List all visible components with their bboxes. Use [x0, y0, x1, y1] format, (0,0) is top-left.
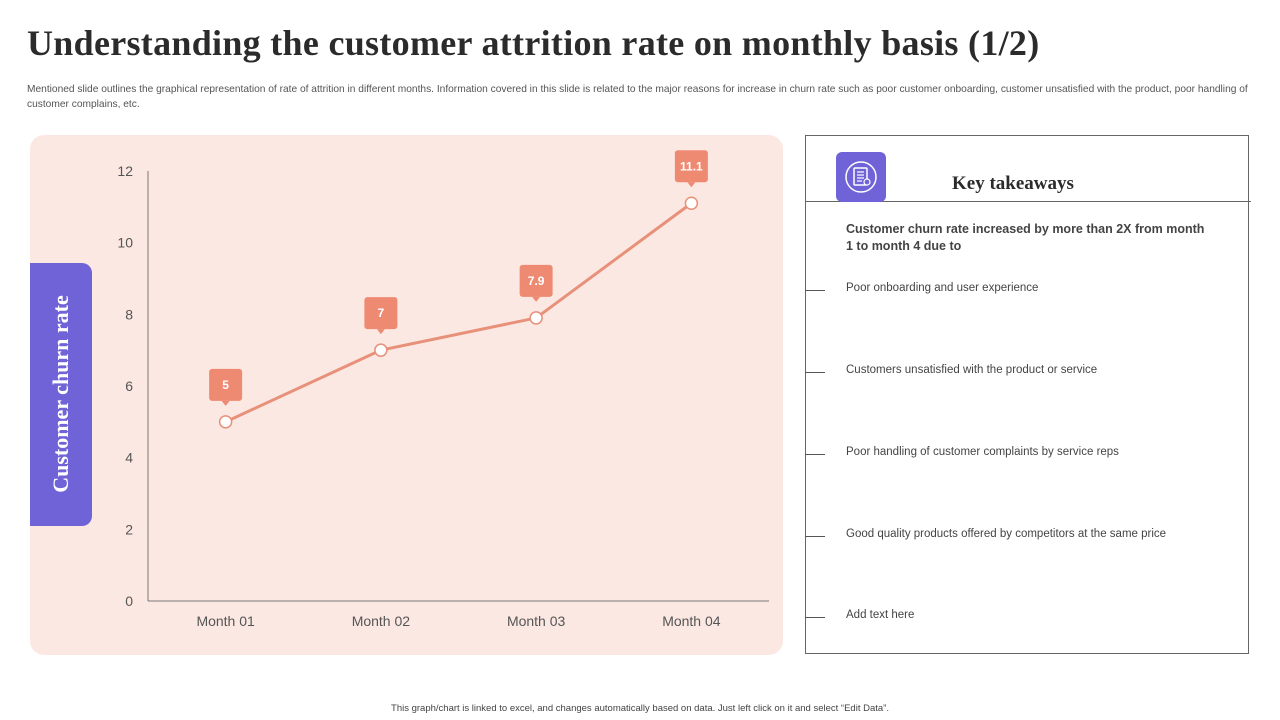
- y-tick-label: 4: [125, 450, 133, 466]
- data-label-callout: [674, 150, 708, 183]
- data-label: 7.9: [528, 274, 545, 288]
- slide-title: Understanding the customer attrition rat…: [27, 23, 1040, 63]
- data-point: [218, 415, 233, 429]
- y-tick-label: 2: [125, 521, 133, 537]
- slide-subtitle: Mentioned slide outlines the graphical r…: [27, 84, 1248, 110]
- data-point: [529, 311, 543, 325]
- data-label: 5: [222, 378, 229, 392]
- takeaways-header-divider: [805, 201, 1251, 202]
- takeaways-title: Key takeaways: [952, 173, 1074, 194]
- placeholder-text[interactable]: Add text here: [846, 609, 915, 621]
- takeaway-text: Customers unsatisfied with the product o…: [846, 364, 1098, 376]
- bullet-dash: [805, 617, 825, 618]
- bullet-dash: [805, 454, 825, 455]
- takeaway-item: Poor onboarding and user experience: [805, 281, 1245, 301]
- takeaway-item[interactable]: Add text here: [805, 608, 1245, 628]
- takeaway-text: Poor onboarding and user experience: [846, 282, 1039, 294]
- data-label-callout: [364, 297, 398, 330]
- y-axis-label-tab: [30, 263, 92, 526]
- data-label-pointer: [221, 400, 230, 406]
- x-tick-label: Month 03: [507, 613, 566, 629]
- data-point: [684, 196, 699, 210]
- takeaways-intro: Customer churn rate increased by more th…: [846, 222, 1205, 253]
- x-tick-label: Month 02: [352, 613, 411, 629]
- data-label-callout: [519, 264, 553, 297]
- y-tick-label: 10: [117, 235, 133, 251]
- takeaway-item: Good quality products offered by competi…: [805, 527, 1245, 547]
- document-checklist-icon: [836, 152, 886, 202]
- takeaway-item: Customers unsatisfied with the product o…: [805, 363, 1245, 383]
- y-tick-label: 6: [125, 378, 133, 394]
- bullet-dash: [805, 290, 825, 291]
- data-label-pointer: [687, 182, 696, 188]
- takeaways-panel: [805, 135, 1249, 654]
- takeaway-item: Poor handling of customer complaints by …: [805, 445, 1245, 465]
- takeaway-text: Poor handling of customer complaints by …: [846, 446, 1119, 458]
- data-label-pointer: [376, 329, 385, 335]
- data-label-pointer: [532, 296, 541, 302]
- takeaway-text: Good quality products offered by competi…: [846, 528, 1167, 540]
- data-label-callout: [209, 368, 243, 401]
- series-line: [224, 202, 693, 424]
- bullet-dash: [805, 372, 825, 373]
- y-tick-label: 0: [125, 593, 133, 609]
- x-tick-label: Month 04: [662, 613, 721, 629]
- data-label: 11.1: [680, 159, 703, 173]
- y-tick-label: 12: [117, 163, 133, 179]
- data-point: [374, 343, 388, 357]
- y-tick-label: 8: [125, 306, 133, 322]
- bullet-dash: [805, 536, 825, 537]
- chart-panel: [30, 135, 783, 655]
- x-tick-label: Month 01: [196, 613, 255, 629]
- data-label: 7: [378, 306, 385, 320]
- footer-note: This graph/chart is linked to excel, and…: [391, 703, 889, 714]
